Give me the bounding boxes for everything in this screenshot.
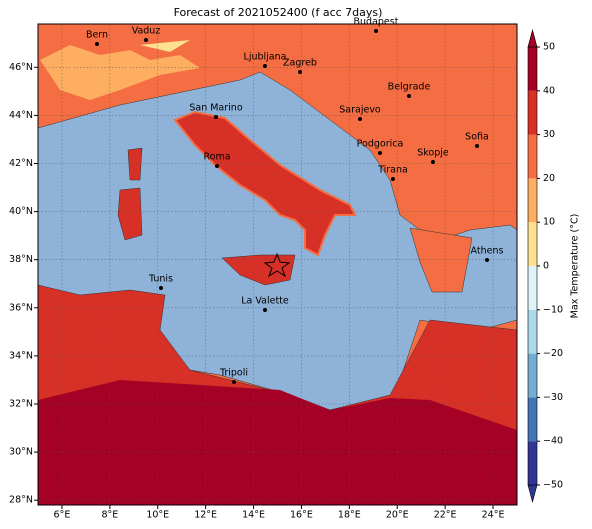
city-dot [374,29,378,33]
city-dot [95,42,99,46]
city-dot [358,117,362,121]
title: Forecast of 2021052400 (f acc 7days) [174,6,383,19]
y-tick-label: 36°N [9,302,33,313]
star-marker [263,252,291,278]
city-label: Roma [203,152,230,163]
colorbar-tick-label: 20 [543,173,555,184]
city-label: Ljubljana [244,52,287,63]
colorbar-tick-label: −20 [543,348,563,359]
colorbar-band [528,397,537,442]
colorbar-band [528,47,537,91]
colorbar-band [528,266,537,310]
city-label: Bern [86,30,108,41]
corsica [127,147,143,181]
city-dot [214,115,218,119]
x-tick-label: 20°E [386,510,409,521]
colorbar-tick-label: 0 [543,261,549,272]
city-dot [232,380,236,384]
city-dot [378,151,382,155]
colorbar-tick-label: −10 [543,304,563,315]
map-frame [37,23,518,506]
colorbar-tick-label: 50 [543,42,555,53]
italy [173,110,357,257]
colorbar-band [528,222,537,266]
city-dot [407,94,411,98]
alps-zone [40,45,200,100]
colorbar-band [528,309,537,354]
x-tick-label: 16°E [290,510,313,521]
city-dot [263,64,267,68]
colorbar-band [528,353,537,398]
x-tick-label: 8°E [101,510,118,521]
colorbar-tick-label: −30 [543,392,563,403]
y-tick-label: 32°N [9,398,33,409]
city-label: Athens [471,246,504,257]
colorbar-band [528,178,537,223]
city-label: Zagreb [283,58,317,69]
city-label: Tunis [148,274,173,285]
city-label: Sofia [465,132,489,143]
city-label: Skopje [417,148,449,159]
colorbar-extend-bottom [527,484,538,504]
colorbar-extend-top [527,28,538,48]
sicily [221,254,296,286]
alps-cold [140,40,190,52]
colorbar-tick-label: −40 [543,436,563,447]
city-dot [431,160,435,164]
colorbar-tick-label: −50 [543,480,563,491]
y-tick-label: 30°N [9,447,33,458]
sardinia [117,187,143,241]
colorbar-band [528,441,537,485]
y-tick-label: 40°N [9,206,33,217]
city-label: Vaduz [132,26,161,37]
x-tick-label: 10°E [146,510,169,521]
colorbar-label: Max Temperature (°C) [570,214,581,319]
map-area [38,24,517,505]
colorbar-tick-label: 40 [543,85,555,96]
colorbar-tick-label: 30 [543,129,555,140]
city-dot [215,164,219,168]
city-label: Belgrade [388,82,431,93]
y-tick-label: 38°N [9,254,33,265]
city-label: Sarajevo [339,105,381,116]
city-dot [263,308,267,312]
city-label: Budapest [354,17,399,28]
city-label: San Marino [189,103,242,114]
city-dot [159,286,163,290]
city-label: Podgorica [357,139,404,150]
city-dot [475,144,479,148]
x-tick-label: 18°E [338,510,361,521]
x-tick-label: 6°E [54,510,71,521]
x-tick-label: 24°E [482,510,505,521]
city-label: Tripoli [219,368,248,379]
africa-hot [38,380,517,505]
colorbar-band [528,134,537,179]
x-tick-label: 14°E [242,510,265,521]
y-tick-label: 44°N [9,110,33,121]
city-dot [391,177,395,181]
colorbar-tick-label: 10 [543,217,555,228]
city-dot [298,70,302,74]
city-label: La Valette [241,296,289,307]
y-tick-label: 46°N [9,62,33,73]
greece [409,227,473,293]
y-tick-label: 34°N [9,350,33,361]
city-label: Tirana [377,165,408,176]
colorbar-band [528,90,537,135]
x-tick-label: 12°E [194,510,217,521]
city-dot [485,258,489,262]
y-tick-label: 42°N [9,158,33,169]
y-tick-label: 28°N [9,495,33,506]
x-tick-label: 22°E [434,510,457,521]
city-dot [144,38,148,42]
